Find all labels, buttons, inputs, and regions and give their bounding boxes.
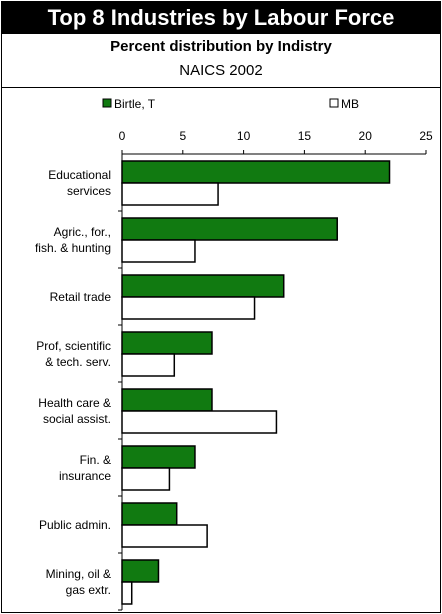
bar-birtle-0 bbox=[121, 160, 391, 184]
category-label-2-0: Retail trade bbox=[50, 290, 112, 304]
legend-label-0: Birtle, T bbox=[114, 97, 156, 111]
chart-subtitle: Percent distribution by Indistry bbox=[110, 38, 332, 55]
x-tick-label-0: 0 bbox=[119, 129, 126, 143]
bar-mb-4 bbox=[121, 410, 278, 434]
bar-mb-0 bbox=[121, 182, 219, 206]
x-tick-label-3: 15 bbox=[298, 129, 312, 143]
category-label-1-0: Agric., for., bbox=[54, 225, 111, 239]
category-label-4-0: Health care & bbox=[38, 396, 111, 410]
bar-birtle-1 bbox=[121, 217, 338, 241]
chart-subtitle-2: NAICS 2002 bbox=[179, 62, 263, 79]
bar-mb-6 bbox=[121, 524, 208, 548]
bar-mb-1 bbox=[121, 239, 196, 263]
x-tick-label-2: 10 bbox=[237, 129, 251, 143]
category-label-7-0: Mining, oil & bbox=[46, 567, 111, 581]
x-tick-label-1: 5 bbox=[179, 129, 186, 143]
category-label-5-0: Fin. & bbox=[80, 453, 111, 467]
bar-mb-7 bbox=[121, 581, 133, 605]
category-label-0-1: services bbox=[67, 184, 111, 198]
x-tick-label-5: 25 bbox=[419, 129, 433, 143]
legend-swatch-1 bbox=[329, 98, 339, 108]
bar-birtle-4 bbox=[121, 388, 213, 412]
bar-mb-2 bbox=[121, 296, 256, 320]
bar-birtle-6 bbox=[121, 502, 178, 526]
header-separator bbox=[2, 87, 440, 88]
category-label-3-0: Prof, scientific bbox=[36, 339, 111, 353]
bar-birtle-3 bbox=[121, 331, 213, 355]
bar-birtle-2 bbox=[121, 274, 285, 298]
bar-chart: Birtle, T MB 0 5 10 15 20 25 Educational services… bbox=[35, 97, 433, 611]
bar-mb-3 bbox=[121, 353, 176, 377]
x-tick-label-4: 20 bbox=[359, 129, 373, 143]
legend-label-1: MB bbox=[341, 97, 359, 111]
category-label-3-1: & tech. serv. bbox=[45, 355, 111, 369]
bar-birtle-7 bbox=[121, 559, 160, 583]
category-label-4-1: social assist. bbox=[43, 412, 111, 426]
category-label-1-1: fish. & hunting bbox=[35, 241, 111, 255]
bar-birtle-5 bbox=[121, 445, 196, 469]
bar-mb-5 bbox=[121, 467, 171, 491]
category-label-6-0: Public admin. bbox=[39, 518, 111, 532]
category-label-7-1: gas extr. bbox=[66, 583, 111, 597]
legend-swatch-0 bbox=[102, 98, 112, 108]
chart-title: Top 8 Industries by Labour Force bbox=[2, 2, 440, 34]
category-label-0-0: Educational bbox=[48, 168, 111, 182]
category-label-5-1: insurance bbox=[59, 469, 111, 483]
